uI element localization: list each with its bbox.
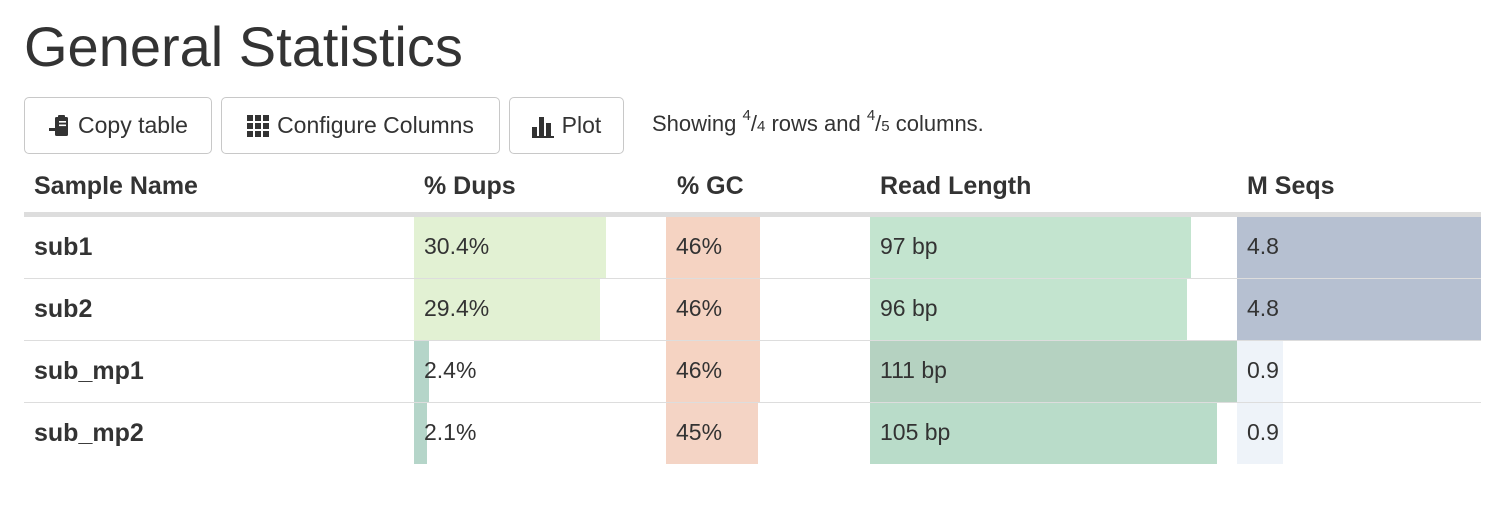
mseqs-cell: 4.8 (1237, 217, 1481, 278)
mseqs-value: 4.8 (1247, 233, 1279, 259)
readlen-cell: 105 bp (870, 403, 1237, 464)
dups-bar (414, 403, 428, 464)
showing-mid: rows and (765, 111, 867, 136)
mseqs-cell: 0.9 (1237, 341, 1481, 402)
header-read-length[interactable]: Read Length (880, 172, 1032, 200)
readlen-bar (870, 217, 1191, 278)
gc-bar (666, 279, 760, 340)
page-title: General Statistics (24, 15, 463, 78)
clipboard-icon (48, 114, 70, 138)
table-body: sub1 30.4% 46% 97 bp 4.8 sub2 29.4% 46% 96 bp 4.8… (24, 217, 1481, 464)
header-sample-name[interactable]: Sample Name (34, 172, 198, 200)
copy-table-label: Copy table (78, 112, 188, 138)
table-header-row: Sample Name % Dups % GC Read Length M Se… (24, 166, 1481, 217)
general-stats-table: Sample Name % Dups % GC Read Length M Se… (24, 166, 1481, 464)
dups-value: 30.4% (424, 233, 490, 259)
mseqs-cell: 0.9 (1237, 403, 1481, 464)
header-gc[interactable]: % GC (677, 172, 744, 200)
mseqs-cell: 4.8 (1237, 279, 1481, 340)
readlen-value: 97 bp (880, 233, 938, 259)
dups-bar (414, 217, 607, 278)
readlen-bar (870, 341, 1237, 402)
gc-bar (666, 217, 760, 278)
readlen-value: 105 bp (880, 419, 951, 445)
showing-prefix: Showing (652, 111, 743, 136)
plot-button[interactable]: Plot (509, 97, 624, 154)
mseqs-bar (1237, 341, 1283, 402)
sample-name-cell: sub_mp1 (34, 357, 144, 385)
dups-bar (414, 279, 600, 340)
table-row: sub2 29.4% 46% 96 bp 4.8 (24, 279, 1481, 341)
showing-suffix: columns. (889, 111, 984, 136)
sample-name-cell: sub1 (34, 233, 93, 261)
readlen-bar (870, 403, 1218, 464)
table-row: sub_mp1 2.4% 46% 111 bp 0.9 (24, 341, 1481, 403)
gc-bar (666, 403, 758, 464)
gc-value: 46% (676, 295, 723, 321)
header-dups[interactable]: % Dups (424, 172, 516, 200)
dups-cell: 29.4% (414, 279, 667, 340)
rows-shown: 4 (742, 107, 751, 124)
dups-value: 2.4% (424, 357, 477, 383)
dups-cell: 30.4% (414, 217, 667, 278)
readlen-value: 111 bp (880, 357, 947, 383)
header-m-seqs[interactable]: M Seqs (1247, 172, 1335, 200)
gc-cell: 46% (666, 279, 870, 340)
showing-rows-columns-text: Showing 4/4 rows and 4/5 columns. (652, 107, 984, 136)
mseqs-bar (1237, 403, 1283, 464)
table-row: sub_mp2 2.1% 45% 105 bp 0.9 (24, 403, 1481, 464)
readlen-value: 96 bp (880, 295, 938, 321)
sample-name-cell: sub2 (34, 295, 93, 323)
mseqs-bar (1237, 279, 1481, 340)
readlen-bar (870, 279, 1188, 340)
sample-name-cell: sub_mp2 (34, 419, 144, 447)
cols-total: 5 (881, 118, 890, 135)
grid-icon (247, 114, 270, 137)
table-toolbar: Copy table Configure Columns (24, 97, 1481, 157)
gc-cell: 45% (666, 403, 870, 464)
table-row: sub1 30.4% 46% 97 bp 4.8 (24, 217, 1481, 279)
mseqs-value: 4.8 (1247, 295, 1279, 321)
dups-cell: 2.1% (414, 403, 667, 464)
cols-shown: 4 (866, 107, 876, 124)
readlen-cell: 96 bp (870, 279, 1237, 340)
configure-columns-button[interactable]: Configure Columns (221, 97, 500, 154)
gc-cell: 46% (666, 217, 870, 278)
mseqs-value: 0.9 (1247, 419, 1279, 445)
dups-value: 29.4% (424, 295, 490, 321)
gc-value: 46% (676, 357, 723, 383)
bar-chart-icon (531, 114, 554, 138)
dups-cell: 2.4% (414, 341, 667, 402)
mseqs-bar (1237, 217, 1481, 278)
dups-bar (414, 341, 430, 402)
configure-columns-label: Configure Columns (277, 112, 474, 138)
rows-total: 4 (756, 118, 766, 135)
readlen-cell: 111 bp (870, 341, 1237, 402)
copy-table-button[interactable]: Copy table (24, 97, 212, 154)
plot-label: Plot (561, 112, 602, 138)
gc-cell: 46% (666, 341, 870, 402)
readlen-cell: 97 bp (870, 217, 1237, 278)
gc-bar (666, 341, 760, 402)
dups-value: 2.1% (424, 419, 477, 445)
mseqs-value: 0.9 (1247, 357, 1279, 383)
gc-value: 46% (676, 233, 723, 259)
gc-value: 45% (676, 419, 723, 445)
